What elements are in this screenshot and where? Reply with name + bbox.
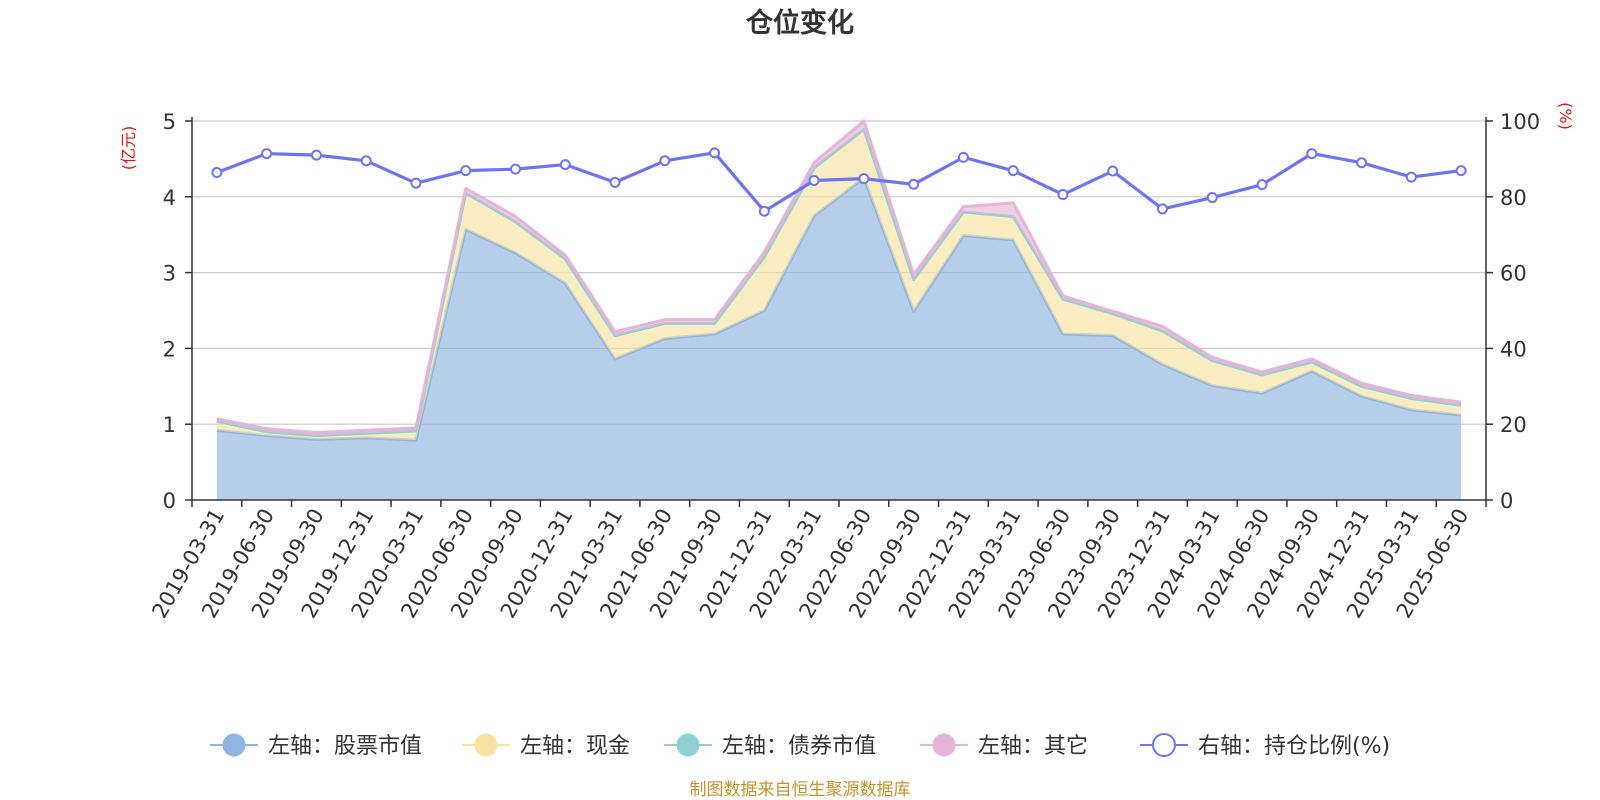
legend-item: 左轴：股票市值 — [210, 733, 422, 759]
line-point — [1157, 203, 1168, 215]
line-point — [609, 176, 621, 188]
line-point — [1206, 192, 1218, 204]
left-axis-unit: (亿元) — [119, 126, 138, 171]
right-axis-tick-label: 40 — [1500, 337, 1527, 361]
line-point — [858, 173, 870, 185]
legend: 左轴：股票市值 左轴：现金 左轴：债券市值 左轴：其它 右轴：持仓比例(%) — [210, 733, 1390, 759]
legend-item: 左轴：现金 — [462, 733, 630, 759]
line-point — [908, 178, 920, 190]
line-point — [1356, 157, 1368, 169]
right-axis-unit: (%) — [1556, 102, 1575, 130]
line-point — [1405, 171, 1417, 183]
line-point — [1007, 165, 1019, 177]
data-source-note: 制图数据来自恒生聚源数据库 — [690, 780, 911, 800]
line-point — [211, 167, 223, 179]
line-4 — [216, 151, 1462, 213]
left-axis-tick-label: 0 — [163, 489, 176, 513]
left-axis-tick-label: 5 — [163, 110, 176, 134]
left-axis-tick-label: 2 — [163, 337, 176, 361]
right-axis-tick-label: 20 — [1500, 413, 1527, 437]
line-point — [1256, 179, 1268, 191]
line-point — [709, 147, 721, 159]
legend-circle-icon — [1152, 733, 1176, 757]
legend-label: 右轴：持仓比例(%) — [1198, 734, 1390, 759]
area-0 — [216, 177, 1462, 500]
legend-item: 右轴：持仓比例(%) — [1140, 733, 1390, 759]
area-edge-3 — [216, 119, 1462, 435]
right-axis-tick-label: 0 — [1500, 489, 1513, 513]
right-axis-tick-label: 100 — [1500, 110, 1540, 134]
line-point — [1057, 189, 1069, 201]
line-point — [510, 163, 521, 175]
legend-item: 左轴：其它 — [920, 733, 1088, 759]
right-axis-tick-label: 60 — [1500, 262, 1527, 286]
line-point — [410, 177, 422, 189]
line-point — [758, 205, 770, 217]
line-point — [360, 155, 372, 167]
line-point — [261, 148, 273, 160]
legend-circle-icon — [932, 733, 956, 757]
left-axis-tick-label: 4 — [163, 186, 176, 210]
legend-label: 左轴：现金 — [520, 734, 630, 759]
left-axis-tick-label: 1 — [163, 413, 176, 437]
line-point — [808, 175, 820, 187]
line-point — [460, 165, 472, 177]
legend-label: 左轴：其它 — [978, 734, 1088, 759]
line-point — [659, 155, 671, 167]
line-point — [310, 149, 322, 161]
chart-title: 仓位变化 — [745, 7, 854, 39]
line-point — [1455, 165, 1467, 177]
legend-circle-icon — [474, 733, 498, 757]
legend-circle-icon — [222, 733, 246, 757]
line-point — [957, 151, 969, 163]
legend-circle-icon — [676, 733, 700, 757]
right-axis-tick-label: 80 — [1500, 186, 1527, 210]
area-1 — [216, 129, 1462, 441]
left-axis-tick-label: 3 — [163, 262, 176, 286]
legend-label: 左轴：股票市值 — [268, 734, 422, 759]
line-point — [1107, 165, 1119, 177]
line-point — [559, 159, 571, 171]
ratio-line-series — [211, 147, 1467, 217]
legend-label: 左轴：债券市值 — [722, 734, 876, 759]
legend-item: 左轴：债券市值 — [664, 733, 876, 759]
area-series — [216, 119, 1462, 500]
line-point — [1306, 148, 1318, 160]
